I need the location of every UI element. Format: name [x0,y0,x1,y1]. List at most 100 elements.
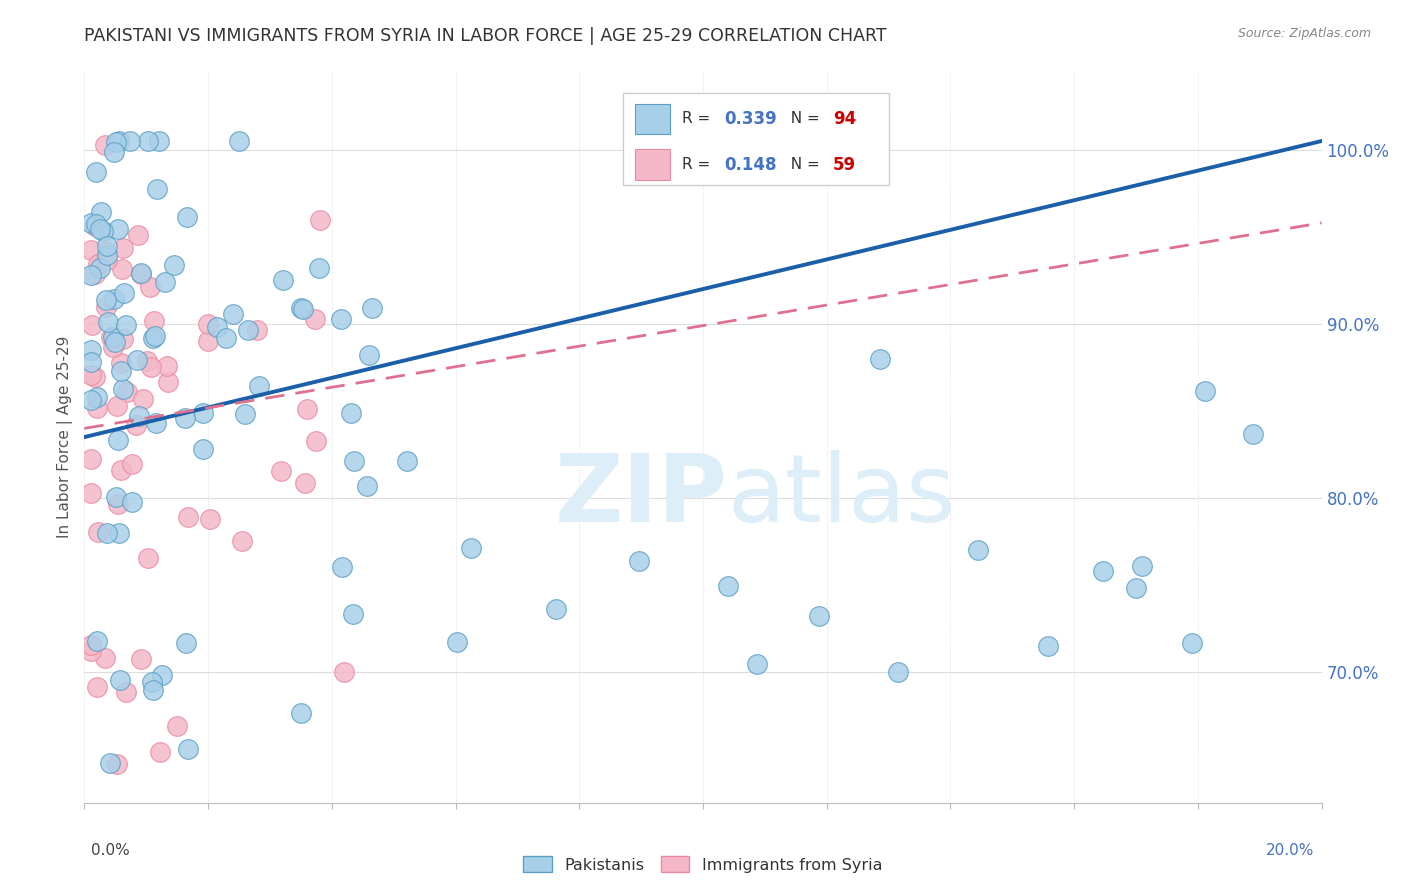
Text: R =: R = [682,157,716,172]
Point [89,221,111,235]
Point [79,486,101,500]
Point [110,463,132,477]
Point [79,643,101,657]
Point [339,406,361,420]
Point [79,343,101,358]
Point [111,332,134,346]
Text: Source: ZipAtlas.com: Source: ZipAtlas.com [1237,27,1371,40]
Point [1091,564,1114,578]
Point [886,665,908,680]
Point [177,741,200,756]
Point [460,541,482,556]
Text: 59: 59 [832,155,856,174]
Point [105,399,128,413]
Point [343,454,366,468]
Point [111,262,134,277]
Point [87,257,110,271]
Point [163,258,186,272]
Point [153,275,176,289]
Point [104,334,127,349]
Point [333,665,356,680]
Point [197,334,219,348]
Point [108,673,131,687]
Point [100,330,122,344]
Point [360,301,382,315]
Point [79,268,101,283]
Point [79,452,101,467]
Point [305,434,328,449]
Point [150,668,173,682]
Point [129,652,152,666]
Point [747,657,769,672]
Point [94,651,117,665]
Point [103,145,125,159]
Point [110,356,132,370]
Point [294,475,316,490]
Point [96,238,118,252]
Point [141,675,163,690]
Point [94,293,117,308]
Point [304,312,326,326]
Point [292,301,315,316]
Point [132,392,155,406]
Point [246,322,269,336]
Point [79,243,101,257]
Point [231,534,253,549]
Point [205,320,228,334]
Point [270,464,292,478]
Point [90,204,112,219]
Point [89,261,111,276]
Point [104,490,127,504]
Point [86,680,108,694]
Point [148,134,170,148]
Point [87,524,110,539]
Point [143,328,166,343]
Point [98,756,121,770]
Text: 20.0%: 20.0% [1267,843,1315,858]
Text: N =: N = [780,112,824,127]
Point [86,401,108,416]
Point [79,355,101,369]
Legend: Pakistanis, Immigrants from Syria: Pakistanis, Immigrants from Syria [517,849,889,879]
Point [1036,639,1059,653]
Point [628,554,651,568]
Point [200,512,222,526]
Point [177,510,200,524]
Point [105,136,128,150]
Point [967,543,990,558]
Point [136,550,159,565]
Point [125,418,148,433]
Point [1194,384,1216,398]
Point [115,318,138,332]
Point [107,756,129,771]
Point [142,331,165,345]
Point [247,379,270,393]
Point [110,364,132,378]
Point [193,442,215,456]
Text: 94: 94 [832,110,856,128]
Text: 0.339: 0.339 [724,110,776,128]
Point [308,261,330,276]
Point [86,390,108,404]
Point [111,241,134,255]
Point [112,286,135,301]
Point [215,330,238,344]
Point [138,280,160,294]
Point [79,217,101,231]
Point [222,307,245,321]
Point [290,706,312,720]
Point [136,134,159,148]
Point [236,323,259,337]
Point [1125,581,1147,595]
Point [115,384,138,399]
Point [191,406,214,420]
Point [330,560,353,574]
Point [84,267,107,281]
Point [83,370,105,384]
Point [103,292,125,306]
Text: 0.0%: 0.0% [91,843,131,858]
Point [145,416,167,430]
Text: atlas: atlas [728,450,956,541]
Point [197,318,219,332]
Point [309,213,332,227]
